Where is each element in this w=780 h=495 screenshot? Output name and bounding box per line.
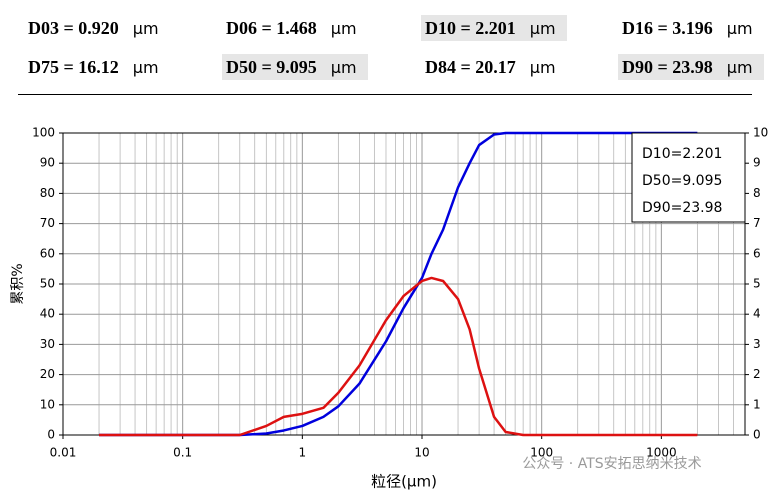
d-value-unit: μm (132, 19, 159, 38)
x-tick-label: 1 (299, 446, 307, 460)
d-value-unit: μm (132, 58, 159, 77)
y2-tick-label: 10 (753, 126, 768, 140)
d-value-unit: μm (726, 58, 753, 77)
y-axis-label: 累积% (10, 263, 26, 304)
y-tick-label: 70 (40, 216, 55, 230)
d-value: D75 = 16.12 μm (24, 54, 170, 80)
d-value-unit: μm (726, 19, 753, 38)
d-value: D06 = 1.468 μm (222, 15, 368, 41)
y2-tick-label: 5 (753, 277, 761, 291)
series-line (99, 131, 698, 437)
d-value-text: D06 = 1.468 (226, 18, 317, 38)
y-tick-label: 100 (32, 126, 55, 140)
d-value-text: D84 = 20.17 (425, 57, 516, 77)
annotation: D50=9.095 (642, 173, 722, 189)
y-tick-label: 10 (40, 397, 55, 411)
y2-tick-label: 0 (753, 428, 761, 442)
d-value: D50 = 9.095 μm (222, 54, 368, 80)
x-tick-label: 1000 (646, 446, 677, 460)
x-axis-label: 粒径(μm) (371, 473, 437, 491)
x-tick-label: 10 (414, 446, 429, 460)
y2-tick-label: 7 (753, 216, 761, 230)
d-value-text: D90 = 23.98 (622, 57, 713, 77)
y2-tick-label: 9 (753, 156, 761, 170)
y-tick-label: 90 (40, 156, 55, 170)
divider (18, 94, 752, 95)
y2-tick-label: 1 (753, 397, 761, 411)
y2-tick-label: 6 (753, 246, 761, 260)
y-tick-label: 80 (40, 186, 55, 200)
d-value-unit: μm (529, 58, 556, 77)
d-value-unit: μm (330, 19, 357, 38)
y2-tick-label: 3 (753, 337, 761, 351)
x-tick-label: 0.01 (50, 446, 77, 460)
d-value: D84 = 20.17 μm (421, 54, 567, 80)
annotation: D10=2.201 (642, 146, 722, 162)
watermark: 公众号 · ATS安拓思纳米技术 (522, 456, 701, 472)
y2-tick-label: 4 (753, 307, 761, 321)
y-tick-label: 50 (40, 277, 55, 291)
annotation-box (631, 132, 746, 223)
y-tick-label: 30 (40, 337, 55, 351)
annotation: D90=23.98 (642, 200, 722, 216)
y2-tick-label: 8 (753, 186, 761, 200)
y-tick-label: 40 (40, 307, 55, 321)
y2-tick-label: 2 (753, 367, 761, 381)
y-tick-label: 0 (47, 428, 55, 442)
series-line (99, 276, 698, 437)
x-tick-label: 0.1 (173, 446, 192, 460)
d-value-text: D03 = 0.920 (28, 18, 119, 38)
d-value: D90 = 23.98 μm (618, 54, 764, 80)
d-value-unit: μm (330, 58, 357, 77)
d-value-unit: μm (529, 19, 556, 38)
d-value: D10 = 2.201 μm (421, 15, 567, 41)
d-value-text: D10 = 2.201 (425, 18, 516, 38)
y-tick-label: 60 (40, 246, 55, 260)
d-value: D03 = 0.920 μm (24, 15, 170, 41)
d-value-text: D75 = 16.12 (28, 57, 119, 77)
d-value-text: D16 = 3.196 (622, 18, 713, 38)
d-value-text: D50 = 9.095 (226, 57, 317, 77)
x-tick-label: 100 (530, 446, 553, 460)
d-value: D16 = 3.196 μm (618, 15, 764, 41)
y-tick-label: 20 (40, 367, 55, 381)
